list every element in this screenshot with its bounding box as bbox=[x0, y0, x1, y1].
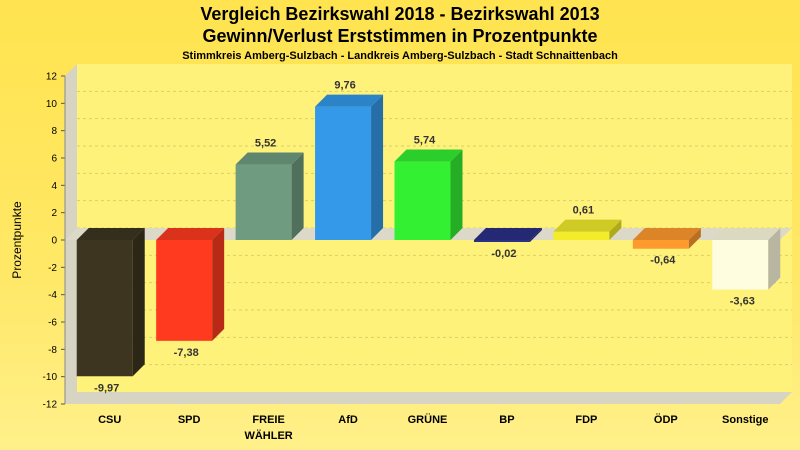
bar-top bbox=[76, 228, 145, 240]
y-axis-label: Prozentpunkte bbox=[10, 201, 24, 279]
data-label: -0,64 bbox=[650, 255, 676, 267]
x-tick-label: WÄHLER bbox=[244, 429, 292, 442]
plot-floor bbox=[65, 392, 792, 404]
data-label: -3,63 bbox=[730, 296, 755, 308]
x-tick-label: FDP bbox=[575, 414, 597, 426]
bar-top bbox=[156, 228, 225, 240]
y-tick-label: -8 bbox=[48, 345, 57, 356]
bar-side bbox=[529, 228, 542, 242]
bar bbox=[473, 240, 530, 242]
y-tick-label: -10 bbox=[43, 372, 58, 383]
chart-titles: Vergleich Bezirkswahl 2018 - Bezirkswahl… bbox=[0, 3, 800, 62]
bar-side bbox=[688, 228, 701, 249]
y-tick-label: -12 bbox=[43, 400, 58, 411]
data-label: -7,38 bbox=[174, 347, 199, 359]
bar bbox=[632, 240, 689, 249]
bar-top bbox=[473, 228, 542, 240]
y-tick-label: -2 bbox=[48, 263, 57, 274]
chart-title-line2: Gewinn/Verlust Erststimmen in Prozentpun… bbox=[202, 26, 598, 46]
y-tick-label: 8 bbox=[51, 126, 57, 137]
y-tick-label: 4 bbox=[51, 181, 57, 192]
y-tick-label: 12 bbox=[46, 72, 58, 83]
data-label: 5,74 bbox=[414, 135, 436, 147]
data-label: 5,52 bbox=[255, 138, 276, 150]
bar bbox=[553, 231, 610, 240]
chart-subtitle: Stimmkreis Amberg-Sulzbach - Landkreis A… bbox=[182, 50, 618, 62]
x-tick-label: BP bbox=[499, 414, 514, 426]
bar bbox=[76, 240, 133, 377]
x-tick-label: FREIE bbox=[252, 414, 284, 426]
bar-top bbox=[315, 94, 384, 107]
data-label: 9,76 bbox=[334, 80, 355, 92]
x-tick-label: ÖDP bbox=[654, 413, 678, 426]
y-tick-label: 10 bbox=[46, 99, 58, 110]
bar-side bbox=[768, 228, 781, 290]
bar-side bbox=[371, 94, 384, 240]
bar-side bbox=[609, 219, 622, 240]
chart-title-line1: Vergleich Bezirkswahl 2018 - Bezirkswahl… bbox=[200, 4, 600, 24]
bar-top bbox=[235, 152, 304, 165]
data-label: 0,61 bbox=[573, 205, 594, 217]
bar-side bbox=[450, 149, 463, 240]
bar bbox=[156, 240, 213, 341]
bar-side bbox=[132, 228, 145, 377]
bar-top bbox=[553, 219, 622, 232]
bar bbox=[235, 164, 292, 240]
y-tick-label: 2 bbox=[51, 208, 57, 219]
bar-side bbox=[212, 228, 225, 341]
x-tick-label: CSU bbox=[98, 414, 121, 426]
x-tick-label: AfD bbox=[338, 414, 358, 426]
y-tick-label: -6 bbox=[48, 318, 57, 329]
bar-top bbox=[632, 228, 701, 240]
bar bbox=[712, 240, 769, 290]
bar bbox=[315, 106, 372, 240]
y-tick-label: -4 bbox=[48, 290, 57, 301]
bar-top bbox=[712, 228, 781, 240]
x-tick-label: GRÜNE bbox=[408, 413, 448, 426]
data-label: -0,02 bbox=[491, 248, 516, 260]
bar bbox=[394, 161, 451, 240]
x-tick-label: Sonstige bbox=[722, 414, 768, 426]
bar-top bbox=[394, 149, 463, 162]
x-tick-label: SPD bbox=[178, 414, 201, 426]
data-label: -9,97 bbox=[94, 382, 119, 394]
y-tick-label: 6 bbox=[51, 154, 57, 165]
y-tick-label: 0 bbox=[51, 236, 57, 247]
bar-side bbox=[291, 152, 304, 240]
